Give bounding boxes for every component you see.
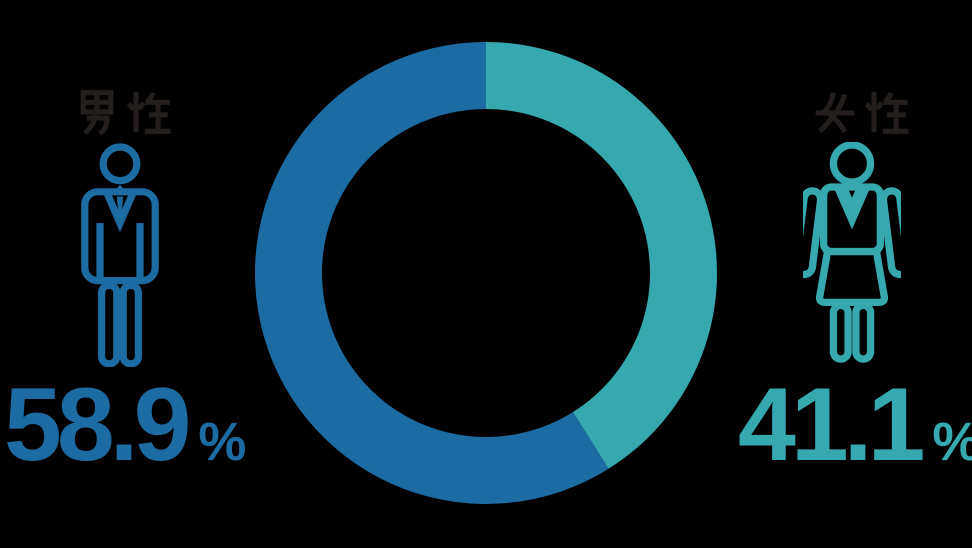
donut-segment-1: [254, 42, 609, 505]
kanji-sei-icon: [126, 91, 171, 134]
female-percentage-unit: %: [932, 412, 972, 472]
kanji-onna-icon: [815, 92, 855, 134]
male-percentage-value: 58.9: [4, 367, 191, 483]
kanji-dan-icon: [80, 90, 114, 135]
female-percentage-value: 41.1: [738, 367, 925, 483]
male-percentage: 58.9%: [4, 373, 246, 477]
female-percentage: 41.1%: [738, 373, 972, 477]
donut-segment-0: [486, 42, 717, 469]
male-percentage-unit: %: [198, 412, 247, 472]
male-label: [74, 89, 171, 135]
man-icon: [81, 143, 159, 367]
kanji-sei2-icon: [864, 91, 909, 134]
woman-icon: [803, 142, 901, 363]
female-label: [812, 89, 909, 135]
